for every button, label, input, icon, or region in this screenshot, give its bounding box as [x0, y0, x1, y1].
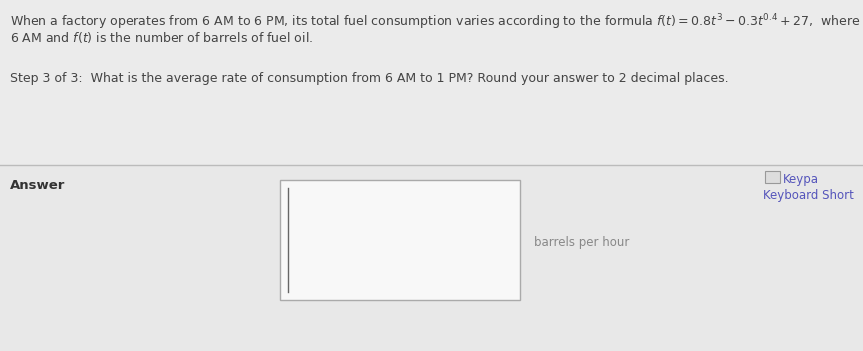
- Bar: [0, 165, 863, 351]
- Text: Keyboard Short: Keyboard Short: [763, 189, 854, 202]
- Bar: [0, 0, 863, 165]
- Text: Keypa: Keypa: [783, 173, 819, 186]
- Text: barrels per hour: barrels per hour: [534, 236, 629, 249]
- Text: When a factory operates from 6 AM to 6 PM, its total fuel consumption varies acc: When a factory operates from 6 AM to 6 P…: [10, 12, 863, 32]
- Text: Step 3 of 3:  What is the average rate of consumption from 6 AM to 1 PM? Round y: Step 3 of 3: What is the average rate of…: [10, 72, 728, 85]
- Text: 6 AM and $f(t)$ is the number of barrels of fuel oil.: 6 AM and $f(t)$ is the number of barrels…: [10, 30, 313, 45]
- Bar: [280, 180, 520, 300]
- Text: Answer: Answer: [10, 179, 66, 192]
- Bar: [765, 171, 780, 183]
